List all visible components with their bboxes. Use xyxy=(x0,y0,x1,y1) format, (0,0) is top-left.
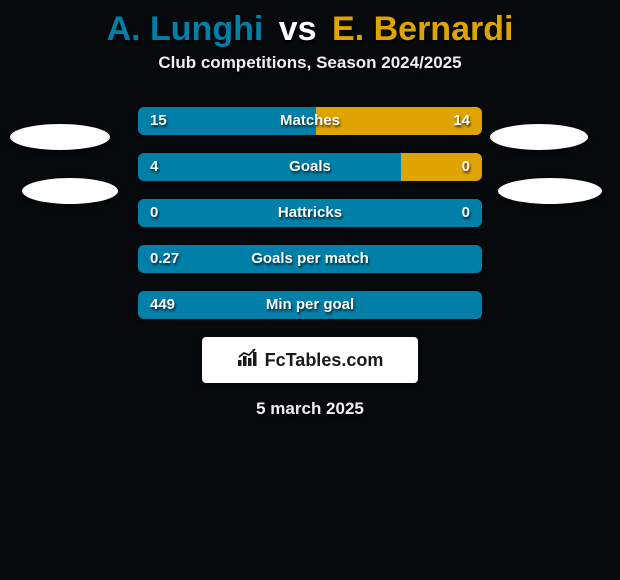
stat-row: 0.27Goals per match xyxy=(138,245,482,273)
chart-icon xyxy=(237,348,261,373)
vs-text: vs xyxy=(279,10,317,48)
stat-label: Goals per match xyxy=(138,245,482,273)
stat-row: 40Goals xyxy=(138,153,482,181)
brand-text: FcTables.com xyxy=(265,350,384,371)
stat-label: Matches xyxy=(138,107,482,135)
stat-row: 1514Matches xyxy=(138,107,482,135)
stat-label: Min per goal xyxy=(138,291,482,319)
comparison-title: A. Lunghi vs E. Bernardi xyxy=(0,0,620,53)
brand-badge: FcTables.com xyxy=(202,337,418,383)
ellipse-left_mid xyxy=(22,178,118,204)
ellipse-left_top xyxy=(10,124,110,150)
stat-label: Goals xyxy=(138,153,482,181)
ellipse-right_top xyxy=(490,124,588,150)
subtitle: Club competitions, Season 2024/2025 xyxy=(0,53,620,73)
player1-name: A. Lunghi xyxy=(107,10,264,48)
stat-row: 00Hattricks xyxy=(138,199,482,227)
stats-container: 1514Matches 40Goals 00Hattricks 0.27Goals p… xyxy=(138,107,482,319)
date-text: 5 march 2025 xyxy=(0,399,620,419)
player2-name: E. Bernardi xyxy=(332,10,513,48)
stat-label: Hattricks xyxy=(138,199,482,227)
ellipse-right_mid xyxy=(498,178,602,204)
stat-row: 449Min per goal xyxy=(138,291,482,319)
